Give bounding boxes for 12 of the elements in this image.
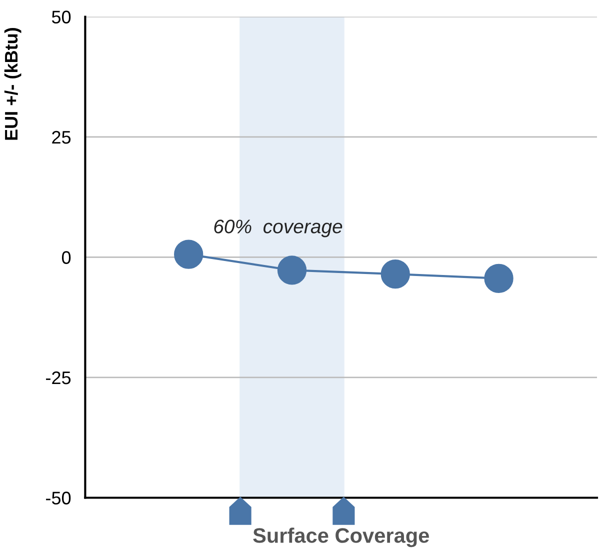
annotation: 60% coverage <box>214 220 342 238</box>
y-tick-label: -25 <box>46 371 71 384</box>
point <box>484 264 514 293</box>
y-tick-label: 0 <box>62 251 71 264</box>
point <box>380 259 410 289</box>
y-tick-label: 50 <box>52 10 71 24</box>
y-tick-label: 25 <box>52 130 71 144</box>
y-axis-title: EUI +/- (kBtu) <box>4 28 22 140</box>
y-tick-label: -50 <box>46 492 71 504</box>
point <box>174 240 204 269</box>
x-axis-title: Surface Coverage <box>253 528 429 548</box>
point <box>277 256 307 285</box>
